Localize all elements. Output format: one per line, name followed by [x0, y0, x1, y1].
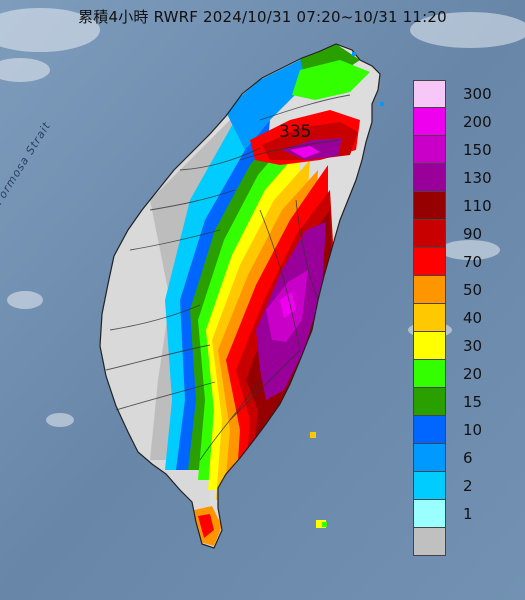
- legend-swatch: [413, 416, 446, 444]
- legend-label: 130: [463, 169, 492, 187]
- legend-swatch: [413, 220, 446, 248]
- legend-swatch: [413, 108, 446, 136]
- legend-swatch: [413, 388, 446, 416]
- legend-swatch: [413, 80, 446, 108]
- boundary-lines: [105, 94, 351, 461]
- legend-label: 2: [463, 477, 473, 495]
- legend-label: 110: [463, 197, 492, 215]
- legend-label: 90: [463, 225, 483, 243]
- legend-label: 200: [463, 113, 492, 131]
- legend-label: 30: [463, 337, 483, 355]
- legend-swatch: [413, 136, 446, 164]
- legend-swatch: [413, 360, 446, 388]
- small-islands: [310, 52, 384, 528]
- legend-label: 40: [463, 309, 483, 327]
- legend-swatch: [413, 332, 446, 360]
- map-title: 累積4小時 RWRF 2024/10/31 07:20~10/31 11:20: [78, 8, 447, 26]
- legend-swatch: [413, 192, 446, 220]
- legend-label: 150: [463, 141, 492, 159]
- legend-swatch: [413, 248, 446, 276]
- legend-swatch: [413, 528, 446, 556]
- legend-label: 20: [463, 365, 483, 383]
- legend-swatch: [413, 304, 446, 332]
- legend-label: 6: [463, 449, 473, 467]
- legend-label: 15: [463, 393, 483, 411]
- legend-swatch: [413, 472, 446, 500]
- legend-label: 70: [463, 253, 483, 271]
- legend-swatch: [413, 276, 446, 304]
- island-outline: [99, 43, 381, 549]
- legend-swatch: [413, 164, 446, 192]
- max-rainfall-label: 335: [279, 122, 312, 142]
- legend-swatch: [413, 500, 446, 528]
- legend-label: 10: [463, 421, 483, 439]
- legend-label: 300: [463, 85, 492, 103]
- legend-label: 50: [463, 281, 483, 299]
- legend-label: 1: [463, 505, 473, 523]
- legend-swatch: [413, 444, 446, 472]
